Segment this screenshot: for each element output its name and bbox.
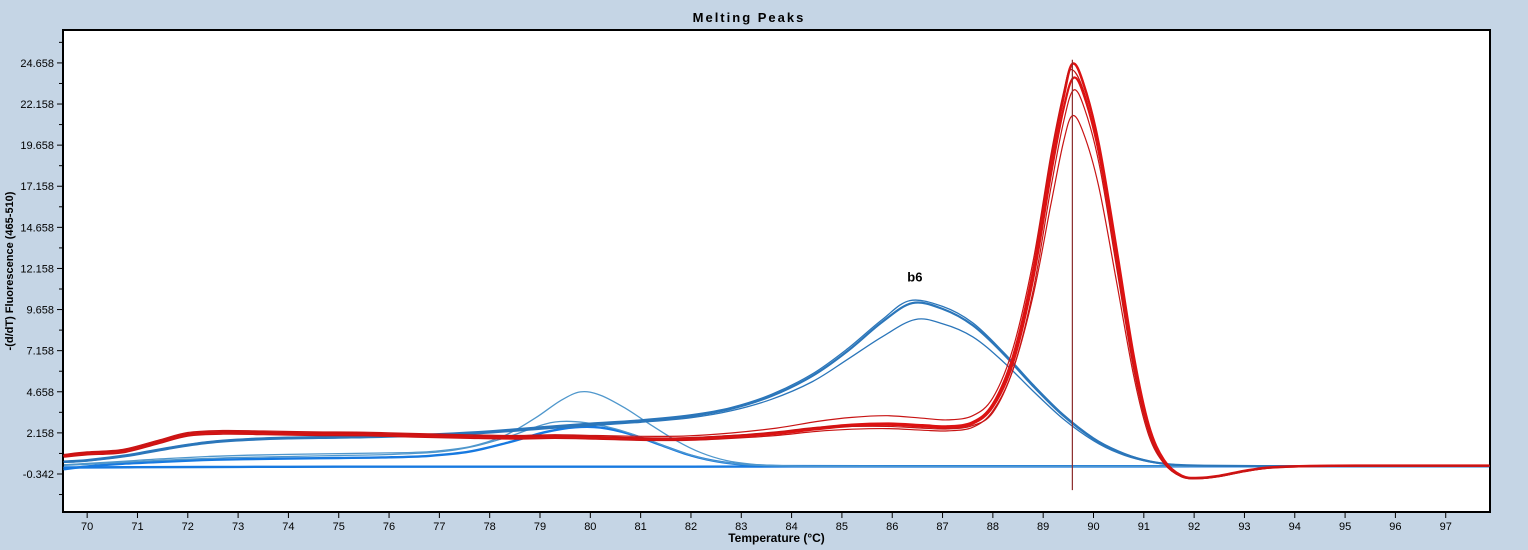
x-tick-label: 77 <box>433 521 445 533</box>
y-tick-label: -0.342 <box>23 469 54 481</box>
curve-red-4 <box>63 89 1490 480</box>
curve-red-5 <box>63 114 1490 479</box>
melting-curves <box>63 62 1490 480</box>
x-tick-label: 93 <box>1238 521 1250 533</box>
x-tick-label: 78 <box>484 521 496 533</box>
x-tick-label: 73 <box>232 521 244 533</box>
y-tick-label: 2.158 <box>26 428 54 440</box>
x-tick-label: 81 <box>635 521 647 533</box>
x-tick-label: 95 <box>1339 521 1351 533</box>
y-tick-label: 19.658 <box>20 140 54 152</box>
chart-title: Melting Peaks <box>692 10 806 25</box>
x-tick-label: 74 <box>282 521 294 533</box>
x-tick-label: 87 <box>936 521 948 533</box>
x-tick-label: 92 <box>1188 521 1200 533</box>
x-tick-label: 83 <box>735 521 747 533</box>
x-tick-label: 96 <box>1389 521 1401 533</box>
x-tick-label: 76 <box>383 521 395 533</box>
x-tick-label: 72 <box>182 521 194 533</box>
x-tick-label: 89 <box>1037 521 1049 533</box>
y-tick-label: 24.658 <box>20 58 54 70</box>
x-tick-label: 80 <box>584 521 596 533</box>
x-axis-title: Temperature (°C) <box>728 531 825 545</box>
x-tick-label: 79 <box>534 521 546 533</box>
y-tick-label: 14.658 <box>20 222 54 234</box>
x-tick-label: 85 <box>836 521 848 533</box>
y-tick-label: 4.658 <box>26 387 54 399</box>
x-tick-label: 75 <box>333 521 345 533</box>
curve-blue-b6-3 <box>63 318 1490 467</box>
peak-label-b6: b6 <box>907 270 922 285</box>
x-tick-label: 91 <box>1138 521 1150 533</box>
x-tick-label: 88 <box>987 521 999 533</box>
curve-light-blue-peak-b <box>63 420 1490 468</box>
y-tick-label: 22.158 <box>20 99 54 111</box>
y-tick-label: 9.658 <box>26 305 54 317</box>
x-axis: 70 71 72 73 74 75 76 77 78 79 80 81 82 83 84 85 86 87 88 89… <box>81 512 1452 533</box>
y-axis: 24.658 22.158 19.658 17.158 14.658 12.158 9.65… <box>20 41 63 496</box>
x-tick-label: 71 <box>131 521 143 533</box>
x-tick-label: 94 <box>1289 521 1301 533</box>
x-tick-label: 84 <box>785 521 797 533</box>
x-tick-label: 86 <box>886 521 898 533</box>
x-tick-label: 82 <box>685 521 697 533</box>
y-tick-label: 12.158 <box>20 263 54 275</box>
y-tick-label: 17.158 <box>20 181 54 193</box>
y-tick-label: 7.158 <box>26 346 54 358</box>
x-tick-label: 97 <box>1440 521 1452 533</box>
x-tick-label: 70 <box>81 521 93 533</box>
x-tick-label: 90 <box>1087 521 1099 533</box>
